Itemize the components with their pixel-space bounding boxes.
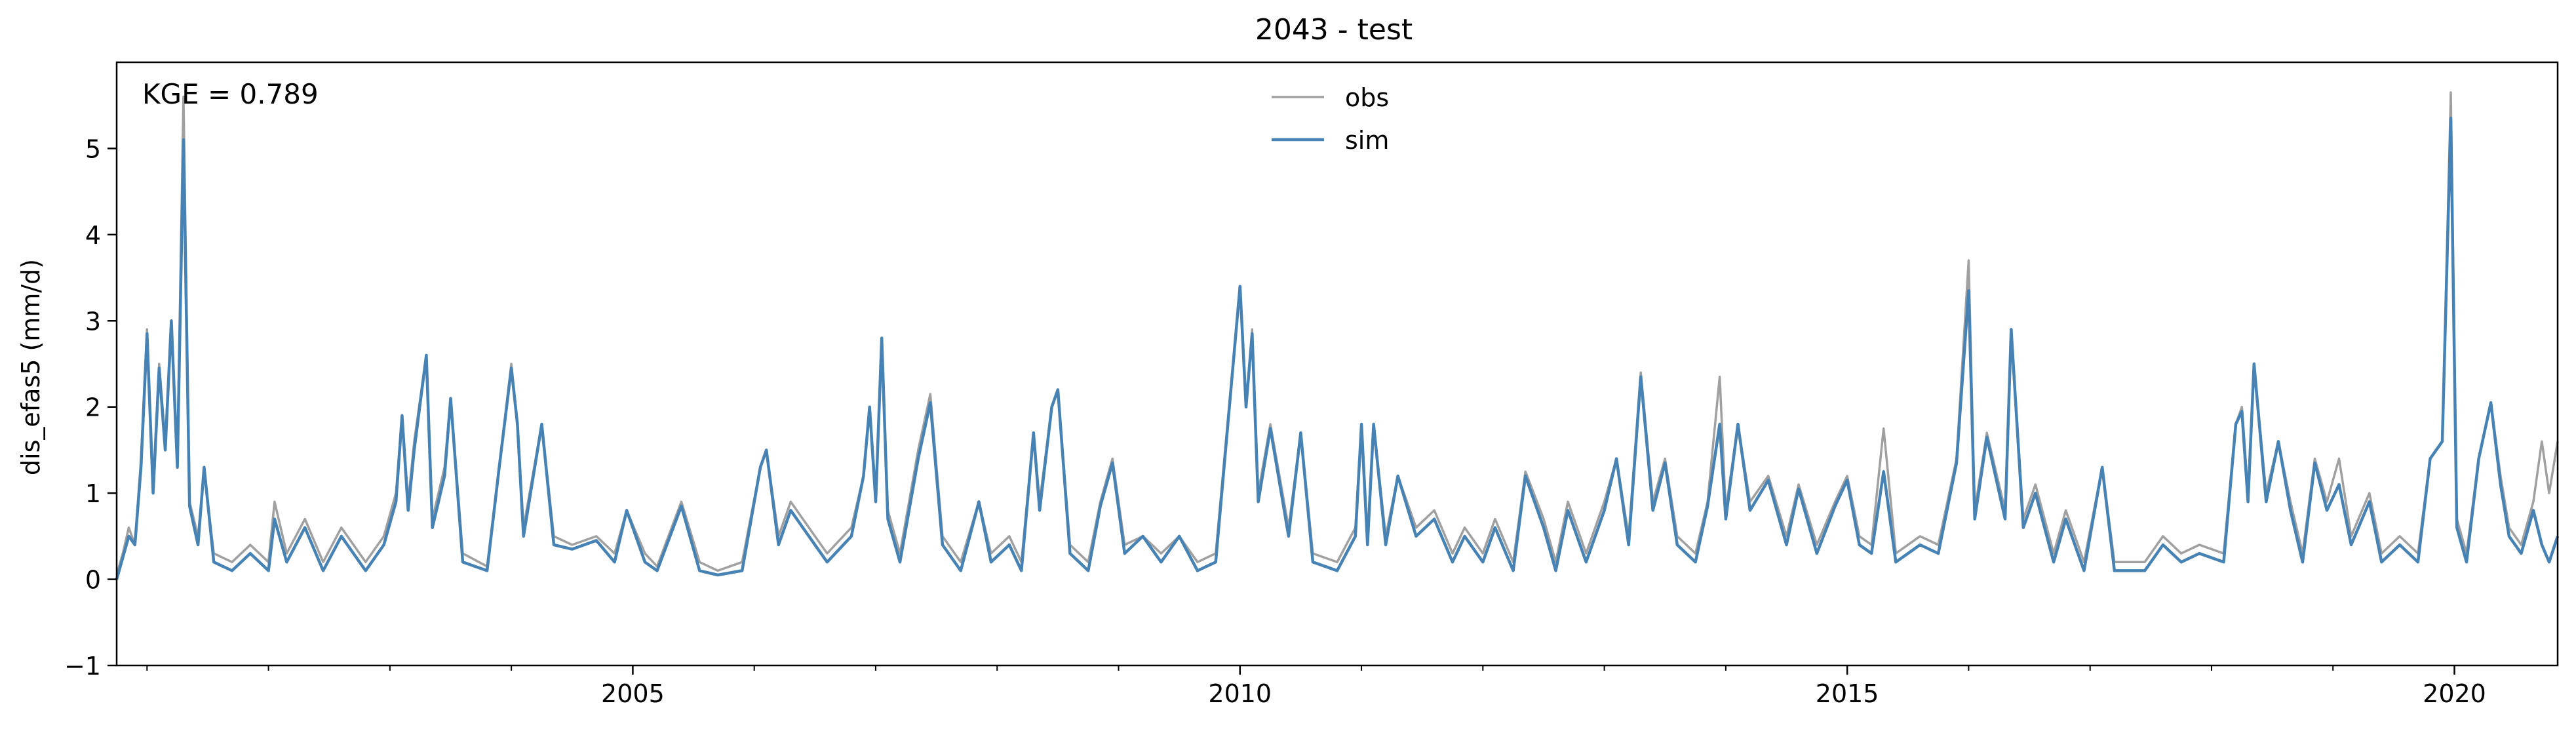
x-tick-label: 2010 [1208, 679, 1272, 708]
y-tick-label: 0 [85, 566, 101, 595]
y-tick-label: 5 [85, 134, 101, 163]
legend-label-sim: sim [1345, 126, 1389, 155]
y-tick-label: 3 [85, 307, 101, 336]
legend-label-obs: obs [1345, 83, 1389, 112]
chart-title: 2043 - test [1255, 13, 1413, 47]
y-axis-label: dis_efas5 (mm/d) [16, 259, 45, 475]
x-tick-label: 2015 [1816, 679, 1879, 708]
y-tick-label: 1 [85, 479, 101, 508]
y-tick-label: 2 [85, 393, 101, 422]
x-tick-label: 2005 [601, 679, 665, 708]
series-layer [115, 91, 2560, 580]
x-tick-label: 2020 [2423, 679, 2486, 708]
kge-annotation: KGE = 0.789 [142, 78, 319, 110]
axes-layer: −1 0 1 2 3 4 5 2005 2010 2015 2020 [64, 61, 2559, 708]
legend: obs sim [1272, 83, 1389, 155]
plot-frame [115, 61, 2559, 667]
series-line-sim [115, 117, 2560, 580]
y-tick-label: −1 [64, 652, 101, 681]
y-tick-label: 4 [85, 221, 101, 250]
